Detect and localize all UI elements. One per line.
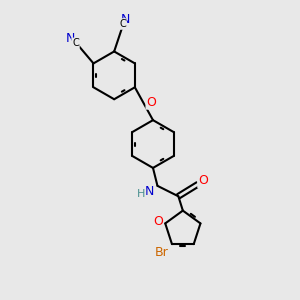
Text: C: C bbox=[119, 19, 126, 29]
Text: C: C bbox=[72, 38, 79, 48]
Text: O: O bbox=[198, 174, 208, 187]
Text: H: H bbox=[137, 189, 145, 199]
Text: N: N bbox=[144, 185, 154, 198]
Text: N: N bbox=[66, 32, 75, 45]
Text: N: N bbox=[121, 13, 130, 26]
Text: Br: Br bbox=[154, 246, 168, 259]
Text: O: O bbox=[153, 215, 163, 228]
Text: O: O bbox=[146, 96, 156, 109]
